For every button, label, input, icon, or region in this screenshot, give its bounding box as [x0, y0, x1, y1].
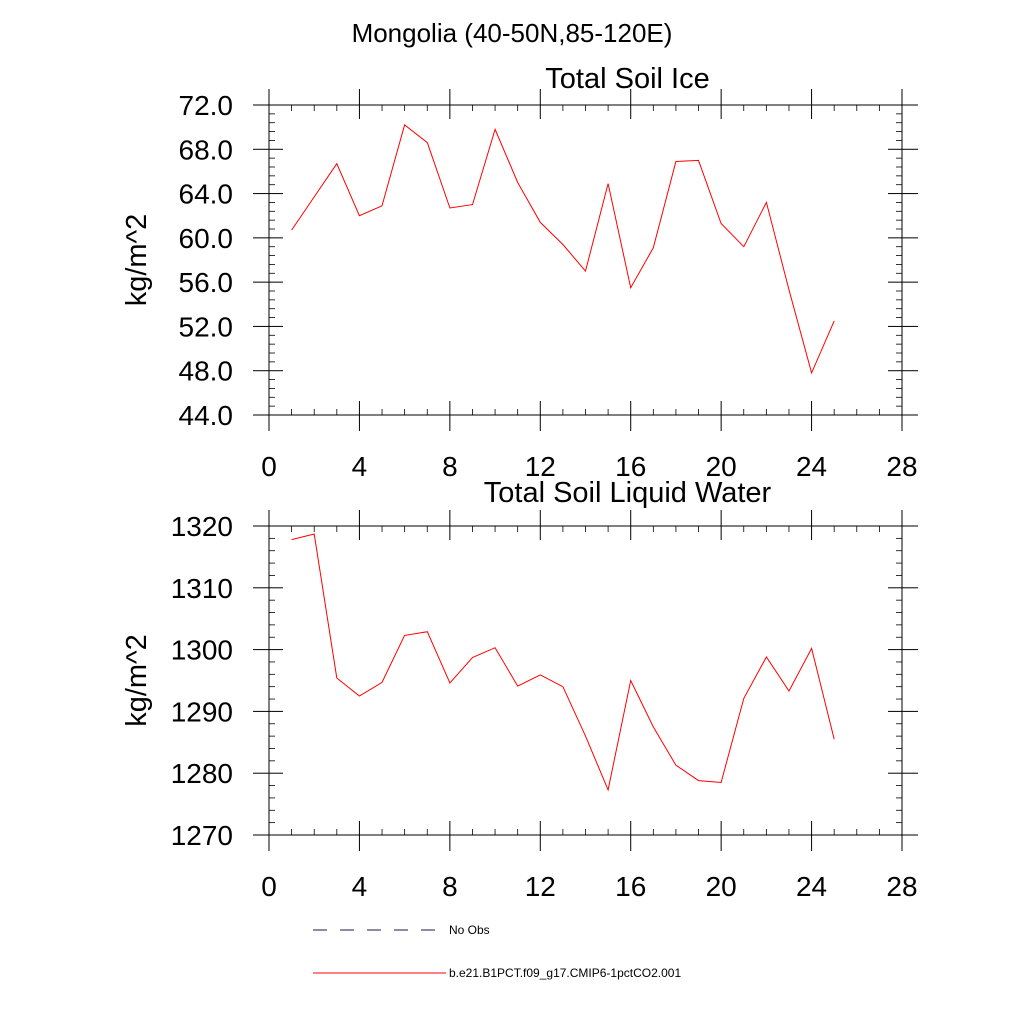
y-tick-label: 68.0 — [179, 134, 234, 165]
x-tick-label: 24 — [796, 871, 827, 902]
y-tick-label: 1300 — [171, 635, 233, 666]
y-tick-label: 44.0 — [179, 400, 234, 431]
plot-frame — [268, 525, 903, 836]
y-axis-label: kg/m^2 — [121, 634, 153, 727]
y-tick-label: 1280 — [171, 758, 233, 789]
y-tick-label: 72.0 — [179, 90, 234, 121]
y-tick-label: 64.0 — [179, 179, 234, 210]
y-tick-label: 1320 — [171, 511, 233, 542]
soil-ice-panel: Total Soil Ice 0 4 8 12 16 20 24 28 44.0 48.0 52.0 5… — [121, 63, 918, 482]
x-tick-label: 12 — [525, 871, 556, 902]
x-tick-label: 16 — [615, 871, 646, 902]
chart-title: Total Soil Liquid Water — [484, 477, 772, 509]
x-tick-label: 0 — [261, 871, 277, 902]
y-tick-label: 52.0 — [179, 311, 234, 342]
legend: No Obs b.e21.B1PCT.f09_g17.CMIP6-1pctCO2… — [313, 923, 681, 980]
x-tick-label: 16 — [615, 451, 646, 482]
soil-liquid-water-series-line — [291, 533, 835, 792]
y-tick-label: 1310 — [171, 573, 233, 604]
x-tick-label: 8 — [442, 871, 458, 902]
x-tick-label: 28 — [886, 451, 917, 482]
y-tick-label: 56.0 — [179, 267, 234, 298]
x-tick-label: 24 — [796, 451, 827, 482]
x-tick-label: 12 — [525, 451, 556, 482]
x-tick-label: 20 — [706, 451, 737, 482]
soil-ice-series-line — [291, 124, 835, 375]
plot-frame — [268, 104, 903, 416]
figure-title: Mongolia (40-50N,85-120E) — [352, 18, 673, 48]
soil-liquid-water-panel: Total Soil Liquid Water 0 4 8 12 16 20 24 28 1270… — [121, 477, 918, 902]
y-axis-label: kg/m^2 — [121, 214, 153, 307]
x-tick-label: 28 — [886, 871, 917, 902]
y-tick-label: 1270 — [171, 820, 233, 851]
x-tick-label: 4 — [352, 451, 368, 482]
legend-label-no-obs: No Obs — [449, 923, 490, 937]
x-tick-label: 4 — [352, 871, 368, 902]
x-tick-label: 0 — [261, 451, 277, 482]
y-tick-label: 60.0 — [179, 223, 234, 254]
y-tick-label: 48.0 — [179, 356, 234, 387]
chart-title: Total Soil Ice — [545, 63, 709, 95]
x-tick-label: 20 — [706, 871, 737, 902]
x-tick-label: 8 — [442, 451, 458, 482]
y-tick-label: 1290 — [171, 696, 233, 727]
legend-label-model: b.e21.B1PCT.f09_g17.CMIP6-1pctCO2.001 — [449, 966, 681, 980]
